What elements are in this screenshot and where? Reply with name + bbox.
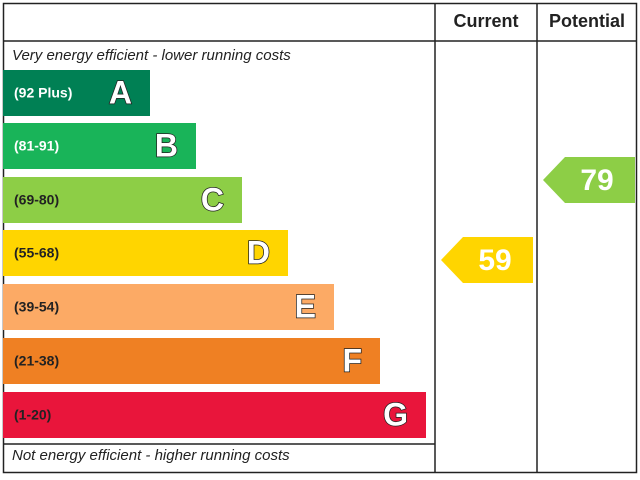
- band-range: (39-54): [14, 299, 59, 315]
- band-range: (69-80): [14, 192, 59, 208]
- band-bar: [3, 230, 288, 276]
- rating-value: 79: [580, 164, 613, 197]
- band-bar: [3, 70, 150, 116]
- band-letter: D: [247, 234, 270, 270]
- band-range: (92 Plus): [14, 85, 72, 101]
- band-bar: [3, 284, 334, 330]
- potential-header: Potential: [549, 11, 625, 31]
- rating-value: 59: [478, 244, 511, 277]
- bottom-note: Not energy efficient - higher running co…: [12, 447, 290, 464]
- band-range: (55-68): [14, 245, 59, 261]
- current-header: Current: [453, 11, 518, 31]
- band-letter: A: [109, 74, 132, 110]
- top-note: Very energy efficient - lower running co…: [12, 47, 291, 64]
- band-range: (1-20): [14, 407, 51, 423]
- band-bar: [3, 123, 196, 169]
- band-range: (21-38): [14, 353, 59, 369]
- band-range: (81-91): [14, 138, 59, 154]
- band-letter: F: [342, 342, 362, 378]
- rating-arrow: [441, 237, 533, 283]
- rating-arrow: [543, 157, 635, 203]
- band-bar: [3, 392, 426, 438]
- band-bar: [3, 177, 242, 223]
- band-letter: B: [155, 127, 178, 163]
- band-letter: G: [383, 396, 408, 432]
- band-letter: E: [295, 288, 316, 324]
- band-letter: C: [201, 181, 224, 217]
- band-bar: [3, 338, 380, 384]
